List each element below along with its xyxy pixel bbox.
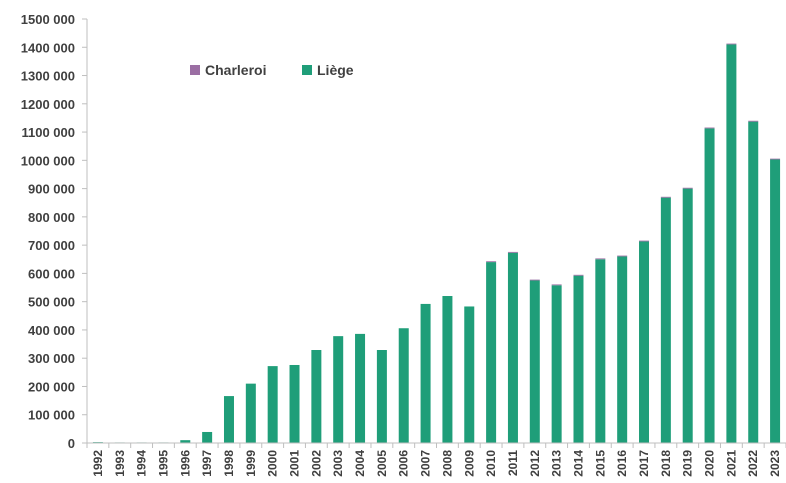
x-tick-label: 2009 bbox=[462, 450, 476, 477]
bar-charleroi-2013 bbox=[551, 284, 562, 286]
x-tick-label: 2022 bbox=[746, 450, 760, 477]
bar-charleroi-2023 bbox=[770, 158, 781, 160]
x-tick-label: 2000 bbox=[266, 450, 280, 477]
bar-liège-2001 bbox=[289, 364, 300, 443]
bar-liège-2009 bbox=[464, 306, 475, 443]
bar-liège-2015 bbox=[595, 259, 606, 443]
bars-group bbox=[92, 43, 781, 443]
x-tick-label: 2014 bbox=[571, 450, 585, 477]
x-tick-label: 2002 bbox=[309, 450, 323, 477]
bar-charleroi-2016 bbox=[617, 255, 628, 257]
bar-liège-2019 bbox=[682, 188, 693, 443]
bar-liège-2010 bbox=[486, 262, 497, 443]
bar-charleroi-2017 bbox=[639, 240, 650, 242]
x-tick-label: 1994 bbox=[135, 450, 149, 477]
bar-liège-2016 bbox=[617, 256, 628, 443]
bar-liège-2021 bbox=[726, 44, 737, 443]
x-axis: 1992 1993 1994 1995 1996 1997 1998 1999 2000 2001… bbox=[86, 442, 786, 477]
x-tick-label: 1993 bbox=[113, 450, 127, 477]
bar-liège-2006 bbox=[398, 328, 409, 443]
bar-liège-2008 bbox=[442, 296, 453, 443]
x-tick-label: 2004 bbox=[353, 450, 367, 477]
bar-liège-2002 bbox=[311, 350, 322, 443]
x-tick-label: 2005 bbox=[375, 450, 389, 477]
x-tick-label: 2010 bbox=[484, 450, 498, 477]
legend: Charleroi Liège bbox=[190, 62, 354, 78]
bar-liège-2012 bbox=[529, 280, 540, 443]
y-tick-label: 0 bbox=[68, 436, 75, 451]
x-tick-label: 1992 bbox=[91, 450, 105, 477]
x-tick-label: 2019 bbox=[681, 450, 695, 477]
legend-swatch-liège bbox=[302, 65, 312, 75]
legend-label-charleroi: Charleroi bbox=[205, 62, 266, 78]
bar-liège-2020 bbox=[704, 128, 715, 443]
x-tick-label: 2015 bbox=[593, 450, 607, 477]
bar-liège-2004 bbox=[355, 333, 366, 443]
x-tick-label: 2023 bbox=[768, 450, 782, 477]
bar-liège-2000 bbox=[267, 366, 278, 443]
x-tick-label: 2007 bbox=[419, 450, 433, 477]
bar-liège-2023 bbox=[770, 159, 781, 443]
legend-swatch-charleroi bbox=[190, 65, 200, 75]
bar-liège-1996 bbox=[180, 440, 191, 443]
bar-charleroi-2019 bbox=[682, 187, 693, 189]
x-tick-label: 1999 bbox=[244, 450, 258, 477]
x-tick-label: 1998 bbox=[222, 450, 236, 477]
x-tick-label: 2003 bbox=[331, 450, 345, 477]
bar-liège-2003 bbox=[333, 336, 344, 443]
y-tick-label: 1300 000 bbox=[21, 69, 75, 84]
y-tick-label: 700 000 bbox=[28, 238, 75, 253]
y-tick-label: 1100 000 bbox=[21, 125, 75, 140]
x-tick-label: 2012 bbox=[528, 450, 542, 477]
legend-label-liège: Liège bbox=[317, 62, 354, 78]
bar-liège-1997 bbox=[202, 431, 213, 443]
y-tick-label: 200 000 bbox=[28, 379, 75, 394]
bar-liège-2007 bbox=[420, 303, 431, 443]
x-tick-label: 2001 bbox=[288, 450, 302, 477]
bar-liège-1999 bbox=[245, 383, 256, 443]
x-tick-label: 2011 bbox=[506, 450, 520, 476]
x-tick-label: 2017 bbox=[637, 450, 651, 477]
bar-charleroi-2021 bbox=[726, 43, 737, 45]
y-tick-label: 1500 000 bbox=[21, 12, 75, 27]
y-tick-label: 900 000 bbox=[28, 182, 75, 197]
x-tick-label: 2020 bbox=[703, 450, 717, 477]
y-tick-label: 1200 000 bbox=[21, 97, 75, 112]
bar-liège-2005 bbox=[376, 350, 387, 443]
bar-charleroi-2022 bbox=[748, 120, 759, 122]
bar-liège-2018 bbox=[660, 197, 671, 443]
bar-charleroi-2020 bbox=[704, 127, 715, 129]
y-tick-label: 300 000 bbox=[28, 351, 75, 366]
bar-charleroi-2010 bbox=[486, 261, 497, 263]
y-tick-label: 800 000 bbox=[28, 210, 75, 225]
y-tick-label: 1400 000 bbox=[21, 40, 75, 55]
x-tick-label: 2013 bbox=[550, 450, 564, 477]
y-axis: 0 100 000 200 000 300 000 400 000 500 000 600 … bbox=[21, 12, 88, 451]
bar-charleroi-2014 bbox=[573, 274, 584, 276]
y-tick-label: 1000 000 bbox=[21, 153, 75, 168]
y-tick-label: 600 000 bbox=[28, 266, 75, 281]
y-tick-label: 500 000 bbox=[28, 295, 75, 310]
bar-liège-2011 bbox=[507, 252, 518, 443]
bar-liège-2017 bbox=[639, 241, 650, 443]
y-tick-label: 400 000 bbox=[28, 323, 75, 338]
x-tick-label: 2006 bbox=[397, 450, 411, 477]
bar-charleroi-2011 bbox=[507, 251, 518, 253]
y-tick-label: 100 000 bbox=[28, 408, 75, 423]
bar-charleroi-2015 bbox=[595, 258, 606, 260]
x-tick-label: 2021 bbox=[724, 450, 738, 477]
x-tick-label: 2008 bbox=[440, 450, 454, 477]
bar-charleroi-2012 bbox=[529, 279, 540, 281]
x-tick-label: 1996 bbox=[178, 450, 192, 477]
x-tick-label: 2018 bbox=[659, 450, 673, 477]
bar-liège-2013 bbox=[551, 285, 562, 443]
bar-liège-2022 bbox=[748, 121, 759, 443]
x-tick-label: 1997 bbox=[200, 450, 214, 477]
x-tick-label: 1995 bbox=[156, 450, 170, 477]
bar-liège-2014 bbox=[573, 275, 584, 443]
bar-charleroi-2018 bbox=[660, 196, 671, 198]
bar-liège-1998 bbox=[223, 396, 234, 443]
x-tick-label: 2016 bbox=[615, 450, 629, 477]
